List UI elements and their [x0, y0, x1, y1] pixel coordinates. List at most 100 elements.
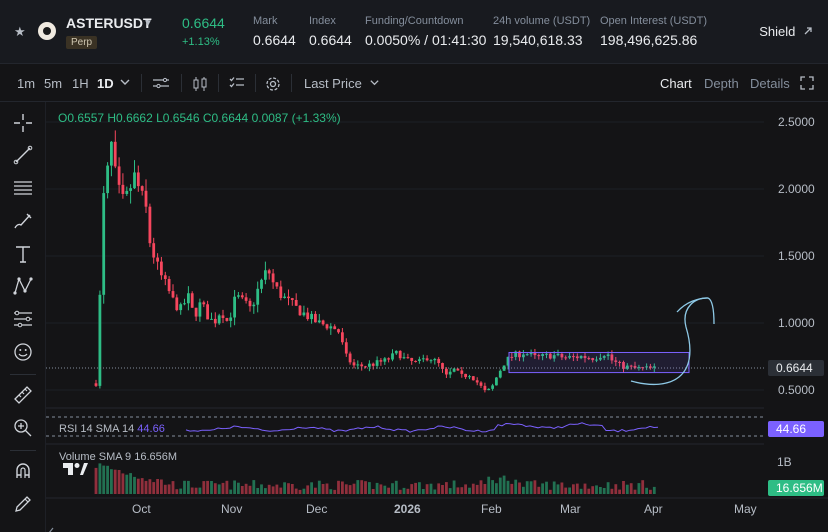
- volume-bar: [541, 483, 544, 494]
- zoom-in-tool-icon[interactable]: [12, 417, 34, 439]
- candle-body: [414, 360, 417, 362]
- candle-body: [160, 261, 163, 276]
- trend-line-tool-icon[interactable]: [12, 144, 34, 166]
- price-tick-label: 1.5000: [778, 249, 815, 263]
- tab-depth[interactable]: Depth: [704, 76, 739, 91]
- candle-body: [233, 296, 236, 318]
- candle-body: [314, 313, 317, 323]
- toolbar-divider: [255, 74, 256, 92]
- collapse-arrow-icon[interactable]: [40, 522, 54, 532]
- stat-24h-volume: 24h volume (USDT) 19,540,618.33: [493, 15, 590, 48]
- volume-bar: [237, 482, 240, 494]
- stat-label: Open Interest (USDT): [600, 15, 707, 27]
- stat-value: 0.6644: [309, 32, 352, 48]
- candle-body: [402, 357, 406, 359]
- volume-bar: [252, 480, 256, 494]
- timeframe-5m[interactable]: 5m: [44, 76, 63, 91]
- candle-body: [441, 363, 444, 369]
- brush-tool-icon[interactable]: [12, 210, 34, 232]
- candle-body: [360, 364, 364, 367]
- candle-body: [329, 326, 333, 329]
- volume-bar: [491, 480, 494, 494]
- fib-tool-icon[interactable]: [12, 308, 34, 330]
- indicator-settings-icon[interactable]: [152, 76, 170, 93]
- candle-body: [437, 358, 441, 364]
- volume-bar: [163, 484, 167, 494]
- candle-body: [187, 293, 190, 304]
- candle-body: [325, 324, 329, 329]
- candle-body: [337, 329, 340, 333]
- ohlc-open: O0.6557: [58, 111, 105, 125]
- candle-body: [225, 318, 229, 321]
- candle-body: [352, 362, 356, 366]
- timeframe-more-chevron-icon[interactable]: [119, 76, 131, 91]
- candle-body: [595, 359, 598, 361]
- indicators-list-icon[interactable]: [229, 76, 245, 93]
- volume-bar: [610, 488, 614, 494]
- fullscreen-icon[interactable]: [800, 76, 814, 93]
- rsi-line: [185, 422, 659, 433]
- stat-value: 198,496,625.86: [600, 32, 698, 48]
- volume-bar: [160, 479, 163, 494]
- candle-body: [464, 373, 467, 378]
- candle-body: [529, 353, 533, 355]
- candle-body: [637, 367, 641, 369]
- pattern-tool-icon[interactable]: [12, 275, 34, 297]
- crosshair-tool-icon[interactable]: [12, 112, 34, 134]
- time-axis-label: May: [734, 502, 757, 516]
- chart-canvas[interactable]: 2.5000 2.0000 1.5000 1.0000 0.5000 0.6644 44.6…: [46, 102, 828, 532]
- timeframe-1d[interactable]: 1D: [97, 76, 114, 91]
- volume-bar: [217, 484, 221, 494]
- candle-body: [583, 356, 587, 359]
- candle-body: [102, 193, 106, 295]
- volume-bar: [264, 488, 267, 494]
- volume-bar: [344, 484, 348, 494]
- projection-arrow: [630, 297, 715, 385]
- candle-body: [448, 371, 452, 375]
- symbol-name[interactable]: ASTERUSDT: [66, 15, 152, 31]
- candle-type-icon[interactable]: [192, 76, 208, 95]
- text-tool-icon[interactable]: [12, 243, 34, 265]
- magnet-tool-icon[interactable]: [12, 460, 34, 482]
- volume-bar: [406, 488, 410, 494]
- emoji-tool-icon[interactable]: [12, 341, 34, 363]
- candle-body: [202, 302, 206, 305]
- toolbar-divider: [291, 74, 292, 92]
- tab-details[interactable]: Details: [750, 76, 790, 91]
- candle-body: [629, 365, 633, 367]
- volume-bar: [356, 480, 360, 494]
- favorite-star-icon[interactable]: ★: [14, 24, 26, 39]
- candle-body: [260, 279, 263, 289]
- ruler-tool-icon[interactable]: [12, 384, 34, 406]
- volume-bar: [537, 486, 541, 494]
- settings-gear-icon[interactable]: [265, 76, 281, 95]
- price-type-select[interactable]: Last Price: [304, 76, 380, 91]
- candle-body: [568, 356, 571, 358]
- candle-body: [206, 304, 209, 320]
- toolbar-divider: [218, 74, 219, 92]
- shield-button[interactable]: Shield: [759, 24, 814, 39]
- symbol-dropdown-icon[interactable]: ▼: [143, 18, 153, 29]
- volume-bar: [98, 463, 102, 494]
- rsi-value-tag: 44.66: [776, 422, 806, 436]
- candle-body: [356, 364, 360, 366]
- horizontal-lines-tool-icon[interactable]: [12, 177, 34, 199]
- tab-chart[interactable]: Chart: [660, 76, 692, 91]
- price-chart[interactable]: 2.5000 2.0000 1.5000 1.0000 0.5000 0.6644 44.6…: [46, 102, 828, 532]
- volume-bar: [468, 487, 471, 494]
- external-link-icon: [804, 27, 812, 35]
- candle-body: [194, 307, 198, 317]
- volume-bar: [94, 467, 98, 494]
- volume-bar: [171, 481, 175, 494]
- candle-body: [487, 388, 491, 391]
- volume-bar: [522, 486, 525, 494]
- candle-body: [275, 282, 279, 287]
- ohlc-low: L0.6546: [156, 111, 200, 125]
- candle-body: [368, 363, 371, 367]
- timeframe-1h[interactable]: 1H: [72, 76, 89, 91]
- stat-funding: Funding/Countdown 0.0050% / 01:41:30: [365, 15, 486, 48]
- volume-bar: [244, 483, 248, 494]
- time-axis-label: Nov: [221, 502, 242, 516]
- pencil-lock-tool-icon[interactable]: [12, 493, 34, 515]
- timeframe-1m[interactable]: 1m: [17, 76, 36, 91]
